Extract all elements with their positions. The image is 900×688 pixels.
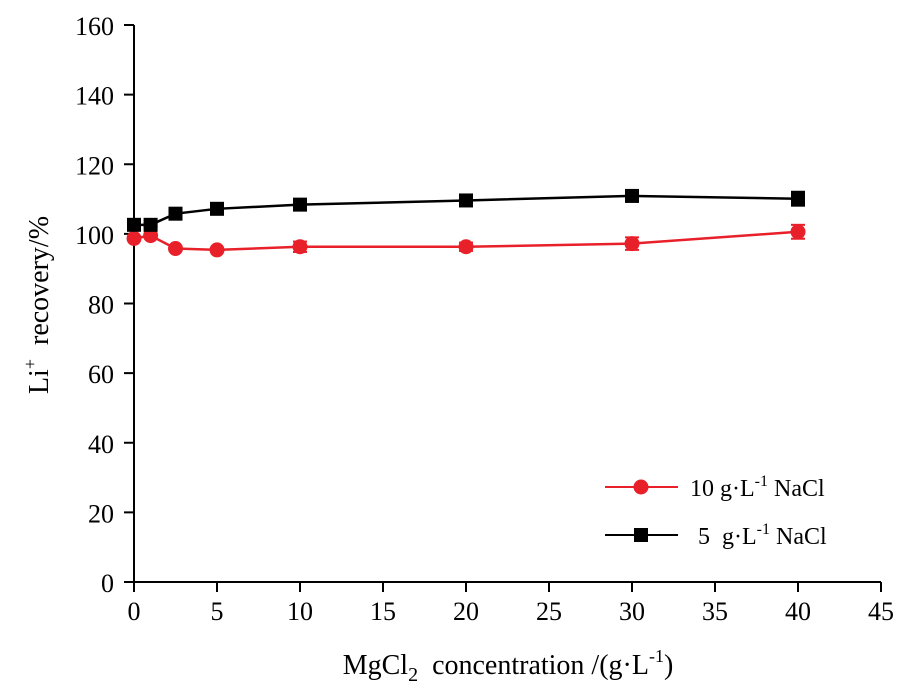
data-point-circle (624, 236, 640, 252)
data-point-circle (209, 242, 225, 258)
legend-marker-circle (633, 479, 649, 495)
y-tick-label: 120 (75, 151, 114, 180)
data-point-square (127, 217, 141, 232)
y-tick-label: 40 (88, 430, 114, 459)
series-5-nacl (127, 188, 805, 232)
x-tick-label: 0 (128, 597, 141, 626)
data-point-circle (790, 224, 806, 240)
data-point-circle (143, 228, 159, 244)
data-point-circle (168, 240, 183, 256)
legend-item-5-nacl: 5 g·L-1 NaCl (605, 521, 827, 550)
x-tick-label: 30 (619, 597, 645, 626)
x-tick-label: 45 (868, 597, 894, 626)
legend: 10 g·L-1 NaCl 5 g·L-1 NaCl (605, 473, 827, 550)
x-ticks: 0 5 10 15 20 25 30 35 40 45 (128, 582, 894, 626)
axes (124, 25, 881, 592)
y-ticks: 0 20 40 60 80 100 120 140 160 (75, 12, 134, 598)
series-group (126, 188, 806, 258)
data-point-square (143, 217, 158, 232)
data-point-square (210, 201, 224, 216)
data-point-square (293, 197, 307, 212)
y-tick-label: 0 (101, 569, 114, 598)
data-point-square (459, 193, 473, 208)
data-point-square (791, 191, 805, 206)
x-tick-label: 25 (536, 597, 562, 626)
legend-item-10-nacl: 10 g·L-1 NaCl (605, 473, 825, 502)
x-tick-label: 40 (785, 597, 811, 626)
legend-label-10-nacl: 10 g·L-1 NaCl (690, 473, 825, 502)
x-axis-title: MgCl2 concentration /(g·L-1) (343, 646, 674, 686)
legend-label-5-nacl: 5 g·L-1 NaCl (698, 521, 827, 550)
x-tick-label: 15 (370, 597, 396, 626)
legend-marker-square (634, 528, 648, 542)
data-point-circle (458, 239, 474, 255)
data-point-square (168, 206, 183, 221)
y-tick-label: 140 (75, 82, 114, 111)
data-point-circle (126, 230, 142, 246)
data-point-square (625, 188, 639, 203)
y-tick-label: 160 (75, 12, 114, 41)
data-point-circle (292, 239, 308, 255)
y-tick-label: 20 (88, 499, 114, 528)
x-tick-label: 20 (453, 597, 479, 626)
x-tick-label: 5 (211, 597, 224, 626)
x-tick-label: 10 (287, 597, 313, 626)
y-tick-label: 60 (88, 360, 114, 389)
y-axis-title: Li+ recovery/% (20, 216, 55, 394)
series-10-nacl (126, 223, 806, 258)
y-tick-label: 80 (88, 291, 114, 320)
y-tick-label: 100 (75, 221, 114, 250)
x-tick-label: 35 (702, 597, 728, 626)
